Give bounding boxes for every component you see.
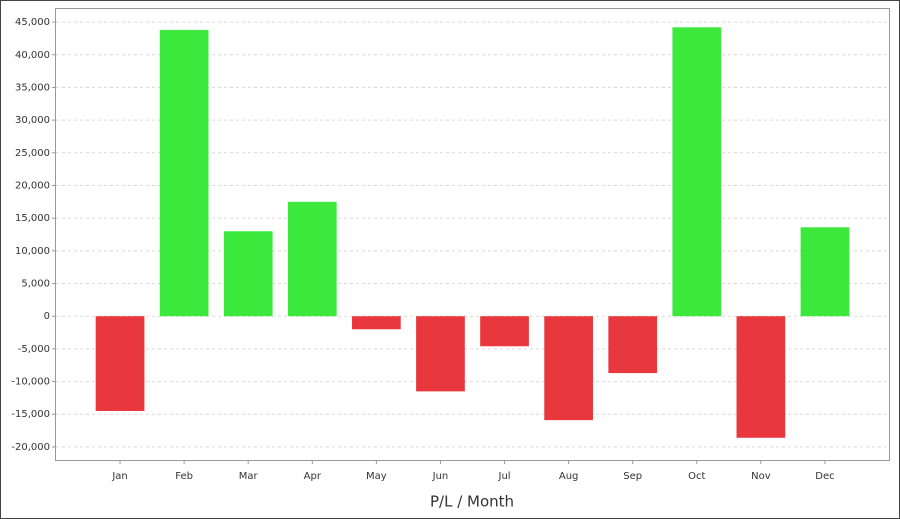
x-tick-label: Aug [559, 471, 579, 482]
bar [544, 316, 593, 421]
y-tick-label: -10,000 [11, 377, 50, 388]
bar [352, 316, 401, 330]
bar [736, 316, 786, 438]
bar [159, 29, 209, 317]
bar [672, 27, 722, 317]
y-tick-label: 40,000 [15, 50, 50, 61]
bar [287, 201, 337, 317]
x-tick-label: May [366, 471, 387, 482]
x-tick-label: Nov [751, 471, 771, 482]
bar [416, 316, 465, 392]
bar [480, 316, 529, 347]
y-tick-label: 15,000 [15, 213, 50, 224]
y-tick-label: 5,000 [21, 279, 50, 290]
y-tick-label: 0 [44, 311, 50, 322]
x-tick-label: Jun [432, 471, 449, 482]
bar [800, 227, 850, 317]
bar [608, 316, 658, 374]
y-tick-label: 20,000 [15, 180, 50, 191]
x-tick-label: Jul [498, 471, 511, 482]
x-axis-title: P/L / Month [430, 493, 514, 511]
x-tick-label: Feb [175, 471, 193, 482]
x-tick-label: Mar [239, 471, 259, 482]
y-tick-label: 35,000 [15, 82, 50, 93]
x-tick-label: Apr [304, 471, 322, 482]
y-tick-label: -20,000 [11, 442, 50, 453]
y-tick-label: 30,000 [15, 115, 50, 126]
x-tick-label: Sep [623, 471, 642, 482]
x-tick-label: Jan [111, 471, 127, 482]
y-tick-label: 25,000 [15, 148, 50, 159]
x-tick-label: Dec [815, 471, 834, 482]
y-tick-label: 45,000 [15, 17, 50, 28]
y-tick-label: -15,000 [11, 409, 50, 420]
bar [223, 231, 273, 317]
x-tick-label: Oct [688, 471, 705, 482]
bar [95, 316, 145, 411]
y-tick-label: -5,000 [18, 344, 50, 355]
y-tick-label: 10,000 [15, 246, 50, 257]
